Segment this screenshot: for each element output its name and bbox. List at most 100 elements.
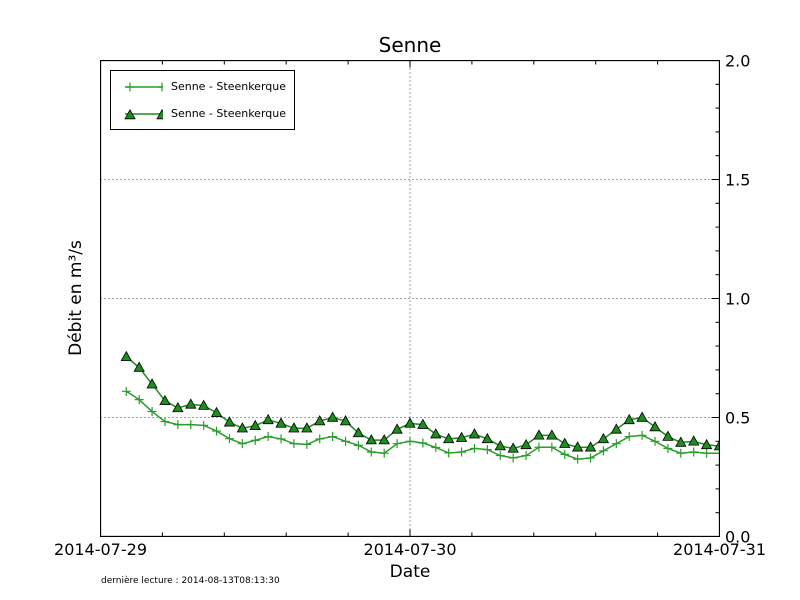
triangle-marker-icon bbox=[623, 413, 635, 425]
plus-marker-icon bbox=[302, 439, 312, 449]
plus-marker-icon bbox=[250, 435, 260, 445]
plus-marker-icon bbox=[173, 420, 183, 430]
triangle-marker-icon bbox=[468, 428, 481, 439]
triangle-marker-icon bbox=[688, 435, 700, 446]
triangle-marker-icon bbox=[378, 434, 390, 445]
plus-marker-icon bbox=[676, 448, 686, 458]
triangle-marker-icon bbox=[610, 423, 623, 434]
plus-marker-icon bbox=[125, 82, 135, 91]
plus-marker-icon bbox=[157, 82, 163, 91]
triangle-marker-icon bbox=[288, 422, 300, 433]
plus-marker-icon bbox=[328, 432, 338, 442]
series-triangle bbox=[120, 350, 720, 453]
triangle-marker-swatch-icon bbox=[124, 108, 163, 119]
y-tick-label: 0.5 bbox=[725, 408, 751, 427]
triangle-marker-icon bbox=[352, 426, 365, 438]
triangle-marker-icon bbox=[455, 431, 468, 442]
triangle-marker-icon bbox=[494, 440, 506, 451]
footnote-last-reading: dernière lecture : 2014-08-13T08:13:30 bbox=[101, 576, 280, 586]
plus-marker-icon bbox=[392, 439, 402, 449]
triangle-marker-icon bbox=[275, 417, 287, 428]
triangle-marker-icon bbox=[417, 418, 429, 429]
triangle-marker-icon bbox=[314, 415, 326, 426]
plus-marker-icon bbox=[534, 442, 544, 452]
triangle-marker-icon bbox=[210, 406, 223, 417]
plus-marker-icon bbox=[147, 407, 157, 417]
plus-marker-icon bbox=[212, 426, 222, 436]
plus-marker-icon bbox=[508, 453, 518, 463]
plus-marker-icon bbox=[199, 420, 209, 430]
plus-marker-icon bbox=[276, 434, 286, 444]
x-tick-label: 2014-07-30 bbox=[363, 540, 457, 559]
triangle-marker-icon bbox=[675, 436, 687, 447]
plus-marker-icon bbox=[482, 445, 492, 455]
triangle-marker-icon bbox=[662, 430, 674, 441]
chart-title: Senne bbox=[378, 33, 442, 57]
plus-marker-icon bbox=[263, 432, 273, 442]
plus-marker-icon bbox=[560, 449, 570, 459]
triangle-marker-icon bbox=[636, 411, 648, 422]
triangle-marker-icon bbox=[533, 429, 545, 440]
legend-box: Senne - Steenkerque Senne - Steenkerque bbox=[110, 70, 295, 130]
plus-marker-icon bbox=[702, 448, 712, 458]
legend-entry-plus: Senne - Steenkerque bbox=[123, 79, 286, 95]
plus-marker-icon bbox=[134, 395, 144, 405]
plus-marker-icon bbox=[444, 448, 454, 458]
plus-marker-icon bbox=[457, 447, 467, 457]
plot-area bbox=[100, 60, 720, 537]
triangle-marker-icon bbox=[546, 429, 558, 440]
plus-marker-icon bbox=[224, 434, 234, 444]
plus-marker-icon bbox=[663, 443, 673, 453]
plus-marker-icon bbox=[405, 436, 415, 446]
triangle-marker-icon bbox=[520, 438, 532, 450]
legend-entry-label: Senne - Steenkerque bbox=[170, 107, 286, 120]
plus-marker-icon bbox=[186, 420, 196, 430]
y-tick-label: 2.0 bbox=[725, 51, 751, 70]
triangle-marker-icon bbox=[571, 441, 584, 452]
plus-marker-swatch-icon bbox=[125, 82, 163, 91]
x-tick-label: 2014-07-31 bbox=[673, 540, 766, 559]
triangle-marker-icon bbox=[339, 415, 352, 426]
triangle-marker-icon bbox=[326, 411, 339, 422]
plus-marker-icon bbox=[573, 454, 583, 464]
plus-marker-icon bbox=[366, 447, 376, 457]
triangle-marker-icon bbox=[223, 416, 236, 427]
triangle-marker-icon bbox=[249, 419, 261, 431]
legend-entry-triangle: Senne - Steenkerque bbox=[123, 106, 286, 122]
triangle-marker-icon bbox=[197, 399, 210, 410]
triangle-marker-icon bbox=[159, 394, 171, 406]
plus-marker-icon bbox=[121, 386, 131, 396]
legend-entry-label: Senne - Steenkerque bbox=[170, 80, 286, 93]
triangle-marker-icon bbox=[649, 420, 661, 432]
plus-marker-icon bbox=[598, 446, 608, 456]
y-axis-label: Débit en m³/s bbox=[66, 240, 86, 356]
plus-marker-icon bbox=[379, 448, 389, 458]
triangle-marker-icon bbox=[365, 434, 377, 445]
plus-marker-icon bbox=[547, 442, 557, 452]
plus-marker-icon bbox=[237, 439, 247, 449]
triangle-marker-icon bbox=[124, 108, 136, 119]
triangle-marker-icon bbox=[156, 108, 163, 119]
triangle-marker-icon bbox=[507, 442, 519, 453]
series-line bbox=[125, 356, 720, 450]
plus-marker-icon bbox=[315, 434, 325, 444]
plus-marker-icon bbox=[611, 439, 621, 449]
triangle-marker-icon bbox=[443, 432, 455, 444]
triangle-marker-icon bbox=[146, 378, 158, 389]
x-tick-label: 2014-07-29 bbox=[54, 540, 147, 559]
plus-marker-icon bbox=[418, 438, 428, 448]
triangle-marker-icon bbox=[133, 361, 145, 372]
triangle-marker-icon bbox=[262, 413, 274, 425]
y-tick-label: 0.0 bbox=[725, 527, 751, 546]
triangle-marker-icon bbox=[301, 422, 313, 433]
y-tick-label: 1.0 bbox=[725, 289, 751, 308]
triangle-marker-icon bbox=[430, 428, 442, 439]
plus-marker-icon bbox=[469, 443, 479, 453]
plus-marker-icon bbox=[586, 453, 596, 463]
plus-marker-icon bbox=[650, 436, 660, 446]
triangle-marker-icon bbox=[700, 438, 713, 450]
triangle-marker-icon bbox=[584, 441, 597, 452]
plot-border bbox=[100, 60, 720, 537]
plus-marker-icon bbox=[689, 447, 699, 457]
